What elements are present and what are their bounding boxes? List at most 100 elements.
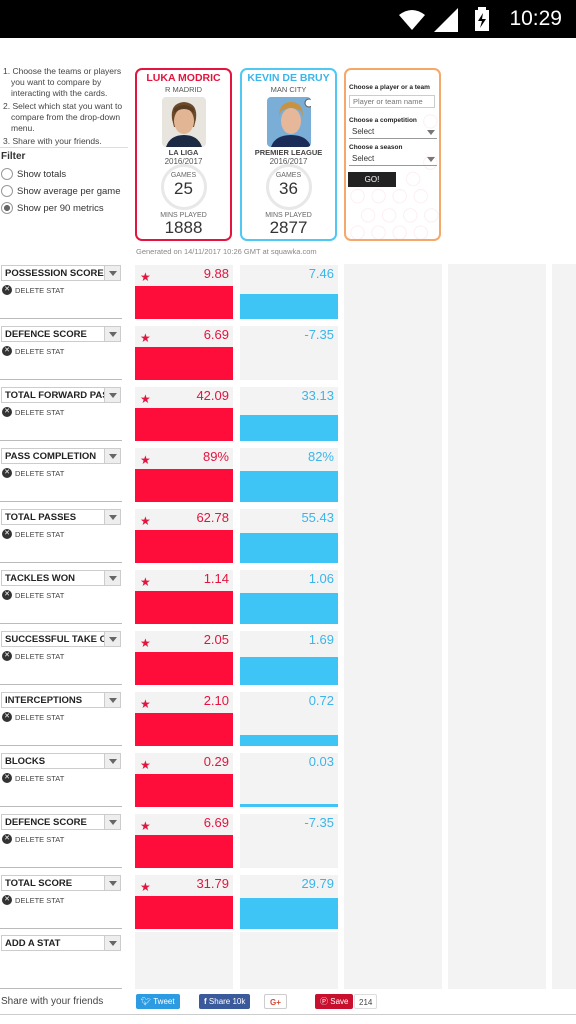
player1-stat-bar <box>135 530 233 563</box>
mins-value: 1888 <box>164 218 203 237</box>
close-icon: ✕ <box>2 651 12 661</box>
radio-icon[interactable] <box>1 185 13 197</box>
pinterest-save-button[interactable]: Ⓟ Save <box>315 994 354 1009</box>
chevron-down-icon <box>109 576 117 581</box>
player2-stat-bar <box>240 294 338 319</box>
pinterest-icon: Ⓟ <box>320 997 328 1006</box>
delete-stat-button[interactable]: ✕ DELETE STAT <box>2 529 64 539</box>
player2-stat-bar <box>240 593 338 624</box>
filter-option-average[interactable]: Show average per game <box>1 185 121 197</box>
player1-stat-cell: ★ 6.69 <box>135 326 233 380</box>
delete-stat-button[interactable]: ✕ DELETE STAT <box>2 773 64 783</box>
player2-stat-value: 1.69 <box>308 632 334 647</box>
player2-stat-bar <box>240 415 338 441</box>
stat-row: TOTAL FORWARD PASSES ✕ DELETE STAT ★ 42.09 33… <box>0 387 576 448</box>
divider <box>0 988 122 989</box>
chevron-down-icon <box>109 759 117 764</box>
delete-stat-button[interactable]: ✕ DELETE STAT <box>2 285 64 295</box>
instruction-step: 1. Choose the teams or players you want … <box>3 66 122 98</box>
delete-stat-button[interactable]: ✕ DELETE STAT <box>2 895 64 905</box>
stat-select[interactable]: DEFENCE SCORE <box>1 814 121 830</box>
filter-option-label: Show average per game <box>17 185 121 197</box>
competition-select[interactable]: Select <box>349 126 437 139</box>
delete-stat-label: DELETE STAT <box>15 773 65 783</box>
status-bar: 10:29 <box>0 0 576 38</box>
stat-select[interactable]: TOTAL SCORE <box>1 875 121 891</box>
divider <box>0 379 122 380</box>
player1-stat-cell: ★ 62.78 <box>135 509 233 563</box>
filter-title: Filter <box>1 151 26 162</box>
player2-stat-value: 7.46 <box>308 266 334 281</box>
tweet-button[interactable]: 🐦︎ Tweet <box>136 994 180 1009</box>
player-league: LA LIGA <box>168 148 199 157</box>
delete-stat-button[interactable]: ✕ DELETE STAT <box>2 468 64 478</box>
tweet-label: Tweet <box>153 997 175 1006</box>
stat-select[interactable]: BLOCKS <box>1 753 121 769</box>
player-name: LUKA MODRIC <box>146 72 221 84</box>
player1-stat-bar <box>135 896 233 929</box>
games-ring: GAMES 36 <box>265 164 312 210</box>
chevron-down-icon <box>109 271 117 276</box>
player1-stat-cell: ★ 2.10 <box>135 692 233 746</box>
player-search-input[interactable] <box>349 95 435 108</box>
twitter-icon: 🐦︎ <box>141 997 152 1006</box>
player2-stat-cell: 1.06 <box>240 570 338 624</box>
player2-stat-value: 0.72 <box>308 693 334 708</box>
filter-option-label: Show totals <box>17 168 67 180</box>
delete-stat-button[interactable]: ✕ DELETE STAT <box>2 346 64 356</box>
games-ring: GAMES 25 <box>160 164 207 210</box>
player2-stat-cell: 1.69 <box>240 631 338 685</box>
close-icon: ✕ <box>2 834 12 844</box>
close-icon: ✕ <box>2 712 12 722</box>
player-card-1[interactable]: LUKA MODRIC R MADRID LA LIGA 2016/2017 G… <box>135 68 232 241</box>
player-card-2[interactable]: KEVIN DE BRUY MAN CITY PREMIER LEAGUE 20… <box>240 68 337 241</box>
player1-stat-bar <box>135 774 233 807</box>
divider <box>0 501 122 502</box>
stat-select[interactable]: TOTAL PASSES <box>1 509 121 525</box>
go-button[interactable]: GO! <box>348 172 396 187</box>
wifi-icon <box>399 10 425 30</box>
player2-stat-bar <box>240 804 338 807</box>
filter-option-per90[interactable]: Show per 90 metrics <box>1 202 104 214</box>
stat-select[interactable]: TOTAL FORWARD PASSES <box>1 387 121 403</box>
filter-option-totals[interactable]: Show totals <box>1 168 66 180</box>
star-icon: ★ <box>140 636 151 650</box>
stat-row: SUCCESSFUL TAKE ONS ✕ DELETE STAT ★ 2.05 1.69 <box>0 631 576 692</box>
season-select[interactable]: Select <box>349 153 437 166</box>
radio-checked-icon[interactable] <box>1 202 13 214</box>
google-plus-button[interactable]: G+ <box>264 994 287 1009</box>
choose-season-label: Choose a season <box>349 144 403 151</box>
radio-icon[interactable] <box>1 168 13 180</box>
close-icon: ✕ <box>2 407 12 417</box>
player2-stat-cell: -7.35 <box>240 814 338 868</box>
player1-stat-value: 9.88 <box>203 266 229 281</box>
star-icon: ★ <box>140 514 151 528</box>
player2-stat-cell: 7.46 <box>240 265 338 319</box>
mins-value: 2877 <box>269 218 308 237</box>
add-stat-select[interactable]: ADD A STAT <box>1 935 121 951</box>
delete-stat-button[interactable]: ✕ DELETE STAT <box>2 651 64 661</box>
player2-stat-value: 0.03 <box>308 754 334 769</box>
add-stat-row: ADD A STAT <box>0 935 576 996</box>
delete-stat-button[interactable]: ✕ DELETE STAT <box>2 834 64 844</box>
stat-select[interactable]: SUCCESSFUL TAKE ONS <box>1 631 121 647</box>
delete-stat-label: DELETE STAT <box>15 834 65 844</box>
delete-stat-button[interactable]: ✕ DELETE STAT <box>2 590 64 600</box>
stat-select[interactable]: TACKLES WON <box>1 570 121 586</box>
divider <box>0 147 128 148</box>
delete-stat-label: DELETE STAT <box>15 529 65 539</box>
instructions: 1. Choose the teams or players you want … <box>3 66 129 149</box>
delete-stat-button[interactable]: ✕ DELETE STAT <box>2 712 64 722</box>
player2-stat-bar <box>240 533 338 563</box>
filter-option-label: Show per 90 metrics <box>17 202 104 214</box>
stat-select[interactable]: POSSESSION SCORE <box>1 265 121 281</box>
stat-select[interactable]: INTERCEPTIONS <box>1 692 121 708</box>
divider <box>0 562 122 563</box>
divider <box>0 623 122 624</box>
player2-stat-bar <box>240 657 338 685</box>
stat-select[interactable]: DEFENCE SCORE <box>1 326 121 342</box>
star-icon: ★ <box>140 819 151 833</box>
delete-stat-button[interactable]: ✕ DELETE STAT <box>2 407 64 417</box>
stat-select[interactable]: PASS COMPLETION <box>1 448 121 464</box>
facebook-share-button[interactable]: f Share 10k <box>199 994 251 1009</box>
